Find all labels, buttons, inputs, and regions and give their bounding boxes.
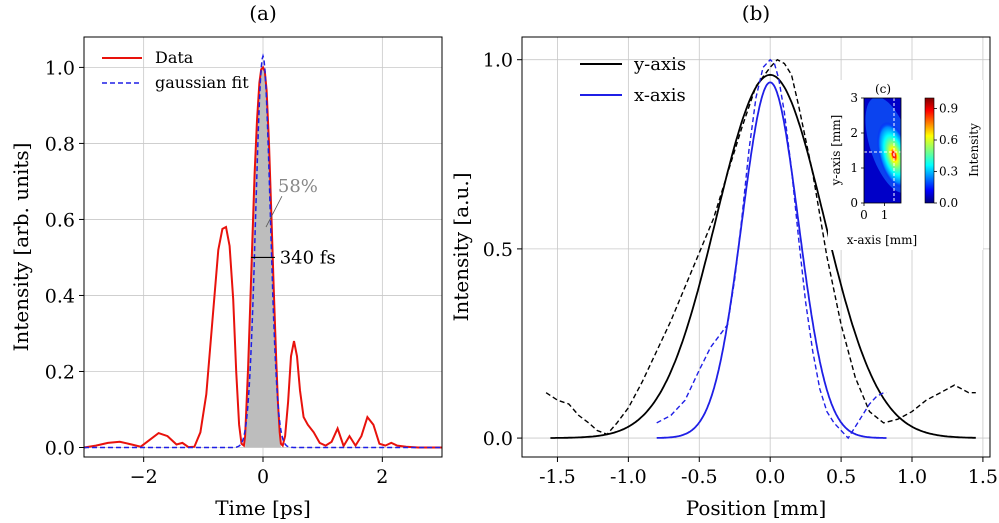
colorbar-tick-label-2: 0.6 bbox=[939, 133, 958, 147]
inset-colorbar-ticks: 0.0 0.3 0.6 0.9 bbox=[934, 102, 958, 210]
tick-label-y-5: 1.0 bbox=[45, 57, 75, 79]
series-gaussian-fit-line bbox=[84, 53, 442, 449]
tick-label-x-2: -0.5 bbox=[681, 466, 718, 488]
tick-label-y-1: 0.5 bbox=[483, 239, 513, 261]
panel-b-legend: y-axis x-axis bbox=[580, 54, 686, 106]
annotation-340-fs: 340 fs bbox=[280, 247, 336, 268]
tick-label-x-5: 1.0 bbox=[897, 466, 927, 488]
tick-label-x-2: 2 bbox=[376, 466, 388, 488]
tick-label-x-4: 0.5 bbox=[826, 466, 856, 488]
legend-y-axis-label: y-axis bbox=[633, 54, 686, 75]
inset-xlabel: x-axis [mm] bbox=[847, 233, 917, 247]
panel-b-series bbox=[545, 58, 976, 440]
panel-a-ylabel: Intensity [arb. units] bbox=[9, 143, 33, 352]
tick-label-x-0: −2 bbox=[130, 466, 158, 488]
tick-label-x-0: -1.5 bbox=[539, 466, 576, 488]
annotation-58-percent: 58% bbox=[278, 176, 318, 197]
panel-a-ticks: −2 0 2 0.0 0.2 0.4 0.6 0.8 1.0 bbox=[45, 57, 389, 488]
series-b-line-3 bbox=[656, 58, 887, 440]
panel-a-xlabel: Time [ps] bbox=[215, 496, 311, 520]
tick-label-x-1: 0 bbox=[257, 466, 269, 488]
tick-label-x-6: 1.5 bbox=[968, 466, 998, 488]
inset-background bbox=[828, 80, 983, 250]
tick-label-y-0: 0.0 bbox=[483, 428, 513, 450]
series-b-line-2 bbox=[545, 58, 976, 436]
series-b-line-0 bbox=[550, 73, 976, 439]
panel-b-title: (b) bbox=[742, 1, 770, 25]
inset-ylabel: y-axis [mm] bbox=[829, 115, 843, 187]
tick-label-y-3: 0.6 bbox=[45, 209, 75, 231]
inset-colorbar bbox=[924, 97, 935, 204]
panel-b-ylabel: Intensity [a.u.] bbox=[449, 172, 473, 321]
colorbar-tick-label-1: 0.3 bbox=[939, 165, 958, 179]
panel-a-annotations: 58% 340 fs bbox=[251, 176, 336, 268]
tick-label-y-1: 0.2 bbox=[45, 361, 75, 383]
series-b-line-1 bbox=[656, 81, 887, 439]
inset-tick-label-y-1: 1 bbox=[850, 161, 858, 175]
inset-title: (c) bbox=[875, 82, 891, 96]
legend-gaussian-label: gaussian fit bbox=[155, 73, 249, 92]
panel-b-frame bbox=[521, 36, 991, 458]
inset-image bbox=[864, 98, 901, 203]
panel-b-xlabel: Position [mm] bbox=[686, 496, 827, 520]
inset-tick-label-y-0: 0 bbox=[850, 196, 858, 210]
panel-a-title: (a) bbox=[249, 1, 277, 25]
inset-frame bbox=[863, 97, 902, 204]
legend-x-axis-label: x-axis bbox=[634, 85, 686, 106]
inset-tick-label-x-0: 0 bbox=[860, 208, 868, 222]
panel-b-ticks: -1.5 -1.0 -0.5 0.0 0.5 1.0 1.5 0.0 0.5 1.0 bbox=[483, 50, 998, 488]
tick-label-y-2: 1.0 bbox=[483, 50, 513, 72]
inset-tick-label-y-3: 3 bbox=[850, 91, 858, 105]
inset-colorbar-label: Intensity bbox=[967, 123, 981, 177]
inset-tick-label-y-2: 2 bbox=[850, 126, 858, 140]
tick-label-y-2: 0.4 bbox=[45, 285, 75, 307]
annotation-58-leader bbox=[265, 196, 283, 228]
panel-a-series bbox=[84, 53, 442, 449]
inset-tick-label-x-1: 1 bbox=[881, 208, 889, 222]
panel-a-legend: Data gaussian fit bbox=[102, 48, 249, 92]
panel-a: (a) −2 0 2 0.0 0.2 0.4 0.6 0.8 1.0 58% 340 fs Da… bbox=[9, 1, 443, 520]
colorbar-tick-label-3: 0.9 bbox=[939, 102, 958, 116]
tick-label-y-0: 0.0 bbox=[45, 437, 75, 459]
tick-label-x-1: -1.0 bbox=[610, 466, 647, 488]
panel-b: (b) -1.5 -1.0 -0.5 0.0 0.5 1.0 1.5 0.0 0.5 1.0 y-… bbox=[449, 1, 998, 520]
tick-label-y-4: 0.8 bbox=[45, 133, 75, 155]
legend-data-label: Data bbox=[155, 48, 194, 67]
tick-label-x-3: 0.0 bbox=[755, 466, 785, 488]
colorbar-tick-label-0: 0.0 bbox=[939, 196, 958, 210]
